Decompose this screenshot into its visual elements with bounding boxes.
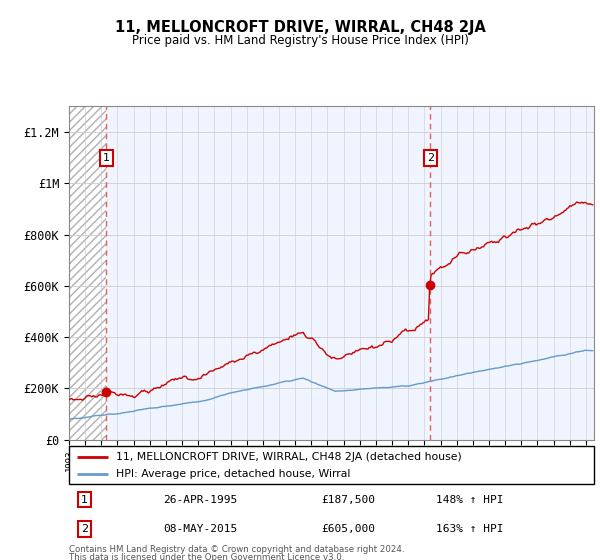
Text: 26-APR-1995: 26-APR-1995 xyxy=(163,494,238,505)
Text: 148% ↑ HPI: 148% ↑ HPI xyxy=(437,494,504,505)
Text: £605,000: £605,000 xyxy=(321,524,375,534)
Text: 2: 2 xyxy=(427,153,434,163)
Text: This data is licensed under the Open Government Licence v3.0.: This data is licensed under the Open Gov… xyxy=(69,553,344,560)
Text: 2: 2 xyxy=(81,524,88,534)
Bar xyxy=(69,106,106,440)
Text: Contains HM Land Registry data © Crown copyright and database right 2024.: Contains HM Land Registry data © Crown c… xyxy=(69,545,404,554)
Text: 163% ↑ HPI: 163% ↑ HPI xyxy=(437,524,504,534)
Text: 11, MELLONCROFT DRIVE, WIRRAL, CH48 2JA (detached house): 11, MELLONCROFT DRIVE, WIRRAL, CH48 2JA … xyxy=(116,451,462,461)
Text: 08-MAY-2015: 08-MAY-2015 xyxy=(163,524,238,534)
Text: £187,500: £187,500 xyxy=(321,494,375,505)
Text: HPI: Average price, detached house, Wirral: HPI: Average price, detached house, Wirr… xyxy=(116,469,350,479)
Text: 1: 1 xyxy=(81,494,88,505)
Text: Price paid vs. HM Land Registry's House Price Index (HPI): Price paid vs. HM Land Registry's House … xyxy=(131,34,469,46)
Text: 1: 1 xyxy=(103,153,110,163)
Text: 11, MELLONCROFT DRIVE, WIRRAL, CH48 2JA: 11, MELLONCROFT DRIVE, WIRRAL, CH48 2JA xyxy=(115,20,485,35)
